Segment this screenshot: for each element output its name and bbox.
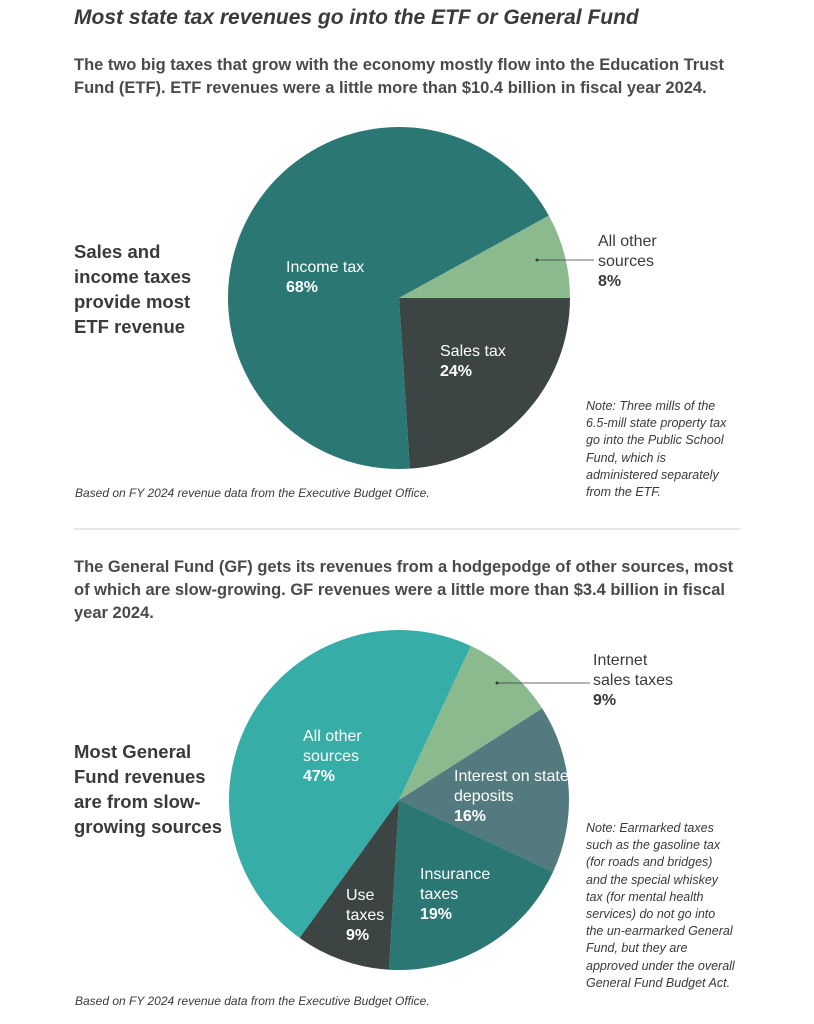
- slice-value: 16%: [454, 808, 487, 825]
- slice-name: Use taxes: [346, 887, 385, 924]
- slice-value: 19%: [420, 906, 453, 923]
- leader-dot: [495, 681, 499, 685]
- pie-slice: [399, 215, 570, 298]
- pie-slice: [399, 298, 570, 469]
- subtitle: The General Fund (GF) gets its revenues …: [74, 558, 734, 622]
- pie-slice: [227, 127, 549, 469]
- slice-name: Sales tax: [440, 343, 506, 360]
- slice-name: Interest on state deposits: [454, 768, 569, 805]
- slice-label: Internet sales taxes 9%: [593, 651, 688, 711]
- pie-slice: [299, 800, 399, 970]
- slice-label: All other sources 47%: [303, 727, 383, 787]
- source: Based on FY 2024 revenue data from the E…: [75, 994, 430, 1008]
- slice-name: All other sources: [303, 728, 362, 765]
- pie-slice: [388, 800, 554, 970]
- slice-label: Income tax 68%: [286, 258, 406, 298]
- slice-value: 8%: [598, 273, 622, 290]
- slice-value: 9%: [593, 692, 617, 709]
- slice-value: 47%: [303, 768, 336, 785]
- slice-label: Sales tax 24%: [440, 342, 530, 382]
- side-heading: Most General Fund revenues are from slow…: [74, 741, 223, 837]
- slice-name: Insurance taxes: [420, 866, 491, 903]
- slice-label: Insurance taxes 19%: [420, 865, 510, 925]
- source: Based on FY 2024 revenue data from the E…: [75, 486, 430, 500]
- slice-label: All other sources 8%: [598, 232, 678, 292]
- pie-slice: [228, 629, 471, 938]
- slice-value: 68%: [286, 279, 319, 296]
- slice-name: All other sources: [598, 233, 657, 270]
- side-heading: Sales and income taxes provide most ETF …: [74, 241, 192, 337]
- pie-slice: [399, 708, 569, 872]
- slice-value: 9%: [346, 927, 370, 944]
- pie-slice: [399, 645, 543, 800]
- slice-label: Use taxes 9%: [346, 886, 391, 946]
- slice-label: Interest on state deposits 16%: [454, 767, 579, 827]
- leader-dot: [535, 258, 539, 262]
- headline: Most state tax revenues go into the ETF …: [74, 6, 639, 29]
- slice-name: Income tax: [286, 259, 365, 276]
- slice-value: 24%: [440, 363, 473, 380]
- note: Note: Three mills of the 6.5-mill state …: [586, 399, 727, 500]
- subtitle: The two big taxes that grow with the eco…: [74, 56, 724, 97]
- slice-name: Internet sales taxes: [593, 652, 674, 689]
- note: Note: Earmarked taxes such as the gasoli…: [586, 821, 735, 990]
